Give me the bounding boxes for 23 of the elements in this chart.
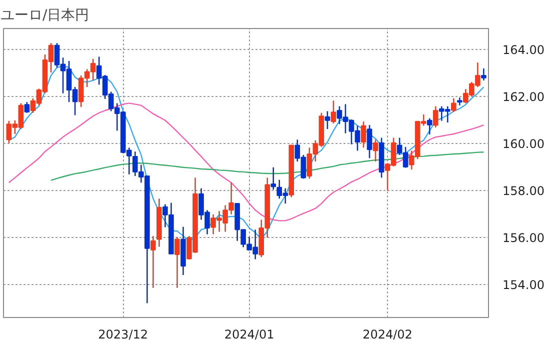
candlestick [450,98,456,113]
candlestick [372,138,378,162]
y-tick-label: 164.00 [502,43,544,58]
x-tick-label: 2024/02 [362,328,412,342]
candlestick [426,118,432,136]
y-tick-label: 156.00 [502,231,544,246]
chart-title: ユーロ/日本円 [0,8,90,24]
candlestick [24,101,30,114]
candlestick [360,120,366,148]
y-tick-label: 162.00 [502,90,544,104]
candlestick [174,236,180,289]
candlestick [330,100,336,124]
candlestick [150,235,156,289]
y-tick-label: 160.00 [502,137,544,152]
y-tick-label: 158.00 [502,184,544,198]
candlestick [270,166,276,190]
y-tick-label: 154.00 [502,278,544,292]
candlestick [366,124,372,159]
candlestick [481,68,486,82]
x-tick-label: 2024/01 [224,328,274,342]
candlestick [432,106,438,128]
candlestick [324,110,330,130]
x-tick-label: 2023/12 [98,328,148,342]
